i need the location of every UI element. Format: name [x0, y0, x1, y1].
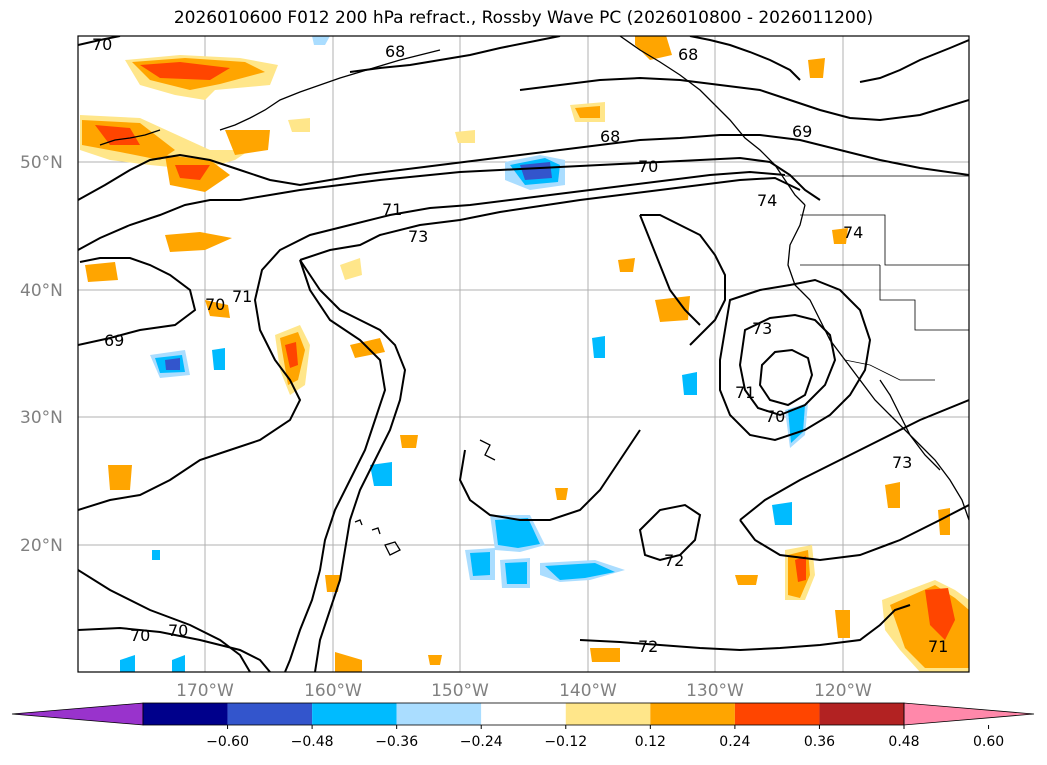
colorbar-tick-label: 0.36 — [804, 734, 835, 750]
colorbar-tick-label: 0.12 — [635, 734, 666, 750]
colorbar-tick-label: 0.60 — [973, 734, 1004, 750]
colorbar-swatch — [650, 703, 735, 725]
colorbar-tick-label: 0.24 — [719, 734, 750, 750]
contour-label: 74 — [843, 223, 863, 242]
colorbar-tick-label: −0.60 — [206, 734, 249, 750]
contour-label: 71 — [232, 287, 252, 306]
colorbar-tick-label: 0.48 — [888, 734, 919, 750]
contour-label: 74 — [757, 191, 777, 210]
contour-label: 69 — [104, 331, 124, 350]
lon-labels: 170°W 160°W 150°W 140°W 130°W 120°W — [176, 681, 872, 701]
colorbar-arrow-right — [903, 702, 1035, 726]
shading-patches — [80, 36, 969, 672]
colorbar-frame — [142, 702, 905, 726]
lat-label: 30°N — [20, 408, 63, 428]
colorbar-swatch — [734, 703, 820, 725]
contour-label: 73 — [892, 453, 912, 472]
colorbar-swatch — [312, 703, 397, 725]
colorbar-swatch — [819, 703, 904, 725]
contour-label: 73 — [752, 319, 772, 338]
contour-label: 68 — [385, 42, 405, 61]
colorbar-swatch — [396, 703, 482, 725]
contour-label: 71 — [735, 383, 755, 402]
lat-label: 50°N — [20, 153, 63, 173]
borders — [785, 175, 969, 381]
colorbar-swatch — [227, 703, 313, 725]
colorbar-swatch — [481, 703, 566, 725]
lon-label: 160°W — [304, 681, 362, 701]
contour-label: 70 — [168, 621, 188, 640]
contour-label: 72 — [638, 637, 658, 656]
lon-label: 130°W — [686, 681, 744, 701]
contour-label: 72 — [664, 551, 684, 570]
contour-label: 68 — [678, 45, 698, 64]
contour-label: 68 — [600, 127, 620, 146]
lon-label: 150°W — [431, 681, 489, 701]
colorbar: −0.60 −0.48 −0.36 −0.24 −0.12 0.12 0.24 0.36 0.4… — [11, 702, 1035, 750]
lat-labels: 50°N 40°N 30°N 20°N — [20, 153, 63, 556]
contour-label: 70 — [205, 295, 225, 314]
contour-label: 71 — [382, 200, 402, 219]
lon-label: 140°W — [559, 681, 617, 701]
lat-label: 20°N — [20, 536, 63, 556]
contour-label: 71 — [928, 637, 948, 656]
lon-label: 120°W — [814, 681, 872, 701]
map-frame — [77, 35, 970, 673]
coastlines — [99, 36, 969, 556]
colorbar-tick-label: −0.48 — [291, 734, 334, 750]
contour-label-group: 70 68 68 69 68 70 71 73 74 74 71 70 69 7… — [92, 35, 948, 656]
colorbar-swatch — [565, 703, 651, 725]
contour-label: 70 — [638, 157, 658, 176]
lat-label: 40°N — [20, 281, 63, 301]
colorbar-tick-label: −0.36 — [375, 734, 418, 750]
contour-label: 69 — [792, 122, 812, 141]
lon-label: 170°W — [176, 681, 234, 701]
contour-label: 73 — [408, 227, 428, 246]
colorbar-swatch — [143, 703, 228, 725]
map-title: 2026010600 F012 200 hPa refract., Rossby… — [173, 8, 874, 28]
colorbar-arrow-left — [11, 702, 144, 726]
contour-label: 70 — [92, 35, 112, 54]
colorbar-tick-label: −0.24 — [460, 734, 503, 750]
contours — [78, 36, 969, 672]
contour-label: 70 — [130, 626, 150, 645]
colorbar-tick-label: −0.12 — [544, 734, 587, 750]
contour-label: 70 — [765, 407, 785, 426]
